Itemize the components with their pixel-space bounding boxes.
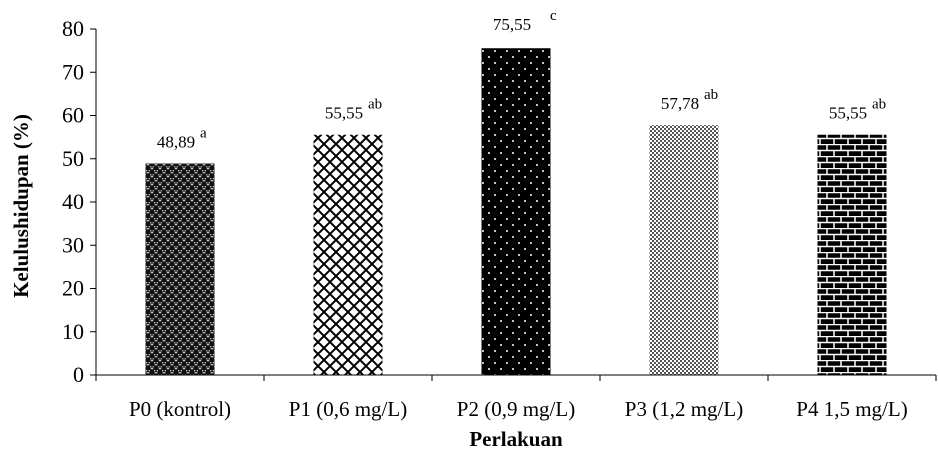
significance-letter: ab [368,97,382,113]
significance-letter: c [550,8,557,24]
y-tick-label: 70 [62,59,84,84]
value-label: 55,55 [325,104,363,123]
bar-0 [145,163,215,375]
bar-3 [649,125,719,375]
bars [145,48,887,376]
x-category-label: P4 1,5 mg/L) [796,397,907,421]
x-axis: P0 (kontrol) P1 (0,6 mg/L) P2 (0,9 mg/L) P3… [95,374,937,421]
y-tick-label: 30 [62,232,84,257]
y-tick-label: 50 [62,146,84,171]
y-tick-label: 10 [62,319,84,344]
value-label: 75,55 [493,15,531,34]
y-tick-label: 80 [62,16,84,41]
data-labels: 48,89 a 55,55 ab 75,55 c 57,78 ab 55,55 ab [157,8,886,151]
value-label: 55,55 [829,104,867,123]
y-axis-ticks: 0 10 20 30 40 50 60 70 80 [62,16,97,387]
significance-letter: a [200,126,207,142]
significance-letter: ab [872,97,886,113]
value-label: 57,78 [661,94,699,113]
significance-letter: ab [704,87,718,103]
x-category-label: P3 (1,2 mg/L) [625,397,743,421]
bar-4 [817,134,887,375]
value-label: 48,89 [157,133,195,152]
x-category-label: P1 (0,6 mg/L) [289,397,407,421]
x-category-label: P2 (0,9 mg/L) [457,397,575,421]
x-category-label: P0 (kontrol) [129,397,231,421]
y-axis-title: Kelulushidupan (%) [9,114,33,298]
y-tick-label: 60 [62,103,84,128]
y-tick-label: 40 [62,189,84,214]
bar-1 [313,134,383,375]
x-axis-title: Perlakuan [469,427,563,451]
bar-2 [481,48,551,376]
y-tick-label: 20 [62,276,84,301]
y-tick-label: 0 [73,362,84,387]
